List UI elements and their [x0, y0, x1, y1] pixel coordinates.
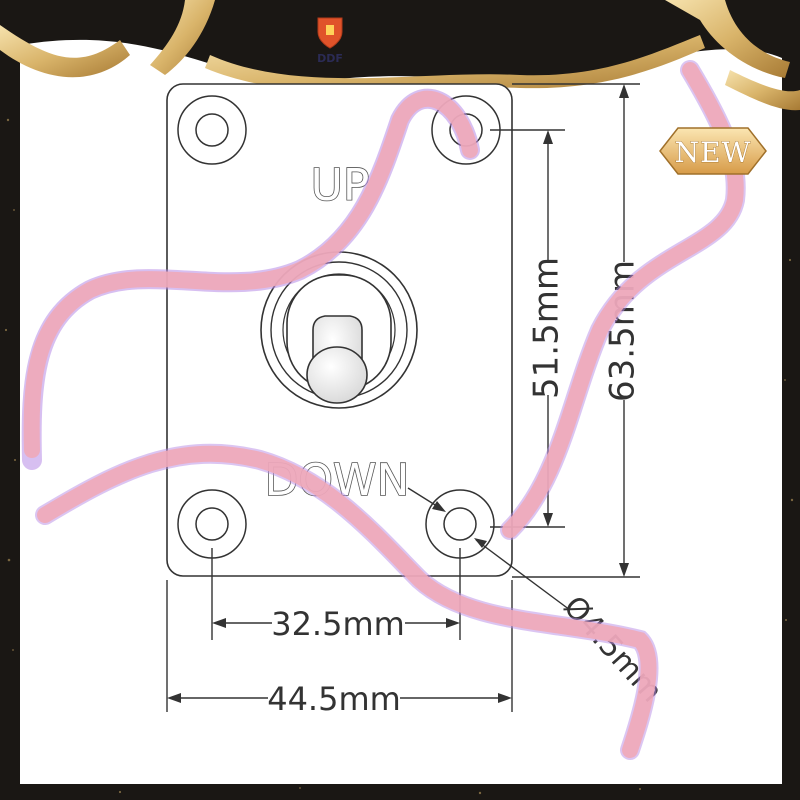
dimension-lines: [166, 83, 640, 712]
toggle-knob: [306, 346, 368, 404]
dim-hole-spacing-vertical: 51.5mm: [527, 257, 567, 399]
toggle-switch: [260, 251, 418, 409]
brand-name: DDF: [317, 52, 343, 65]
pink-ribbon: [21, 60, 746, 760]
new-badge-label: NEW: [675, 136, 752, 169]
glitter-specks: [4, 118, 794, 795]
label-up: UP: [311, 160, 370, 211]
gold-ribbons: [0, 0, 800, 111]
dimension-arrows: [167, 84, 629, 703]
mounting-hole-top-left: [177, 95, 247, 165]
dim-hole-spacing-horizontal: 32.5mm: [271, 605, 405, 643]
brand-logo: DDF: [317, 17, 343, 65]
new-badge: NEW: [659, 127, 767, 175]
dim-plate-width: 44.5mm: [267, 680, 401, 718]
